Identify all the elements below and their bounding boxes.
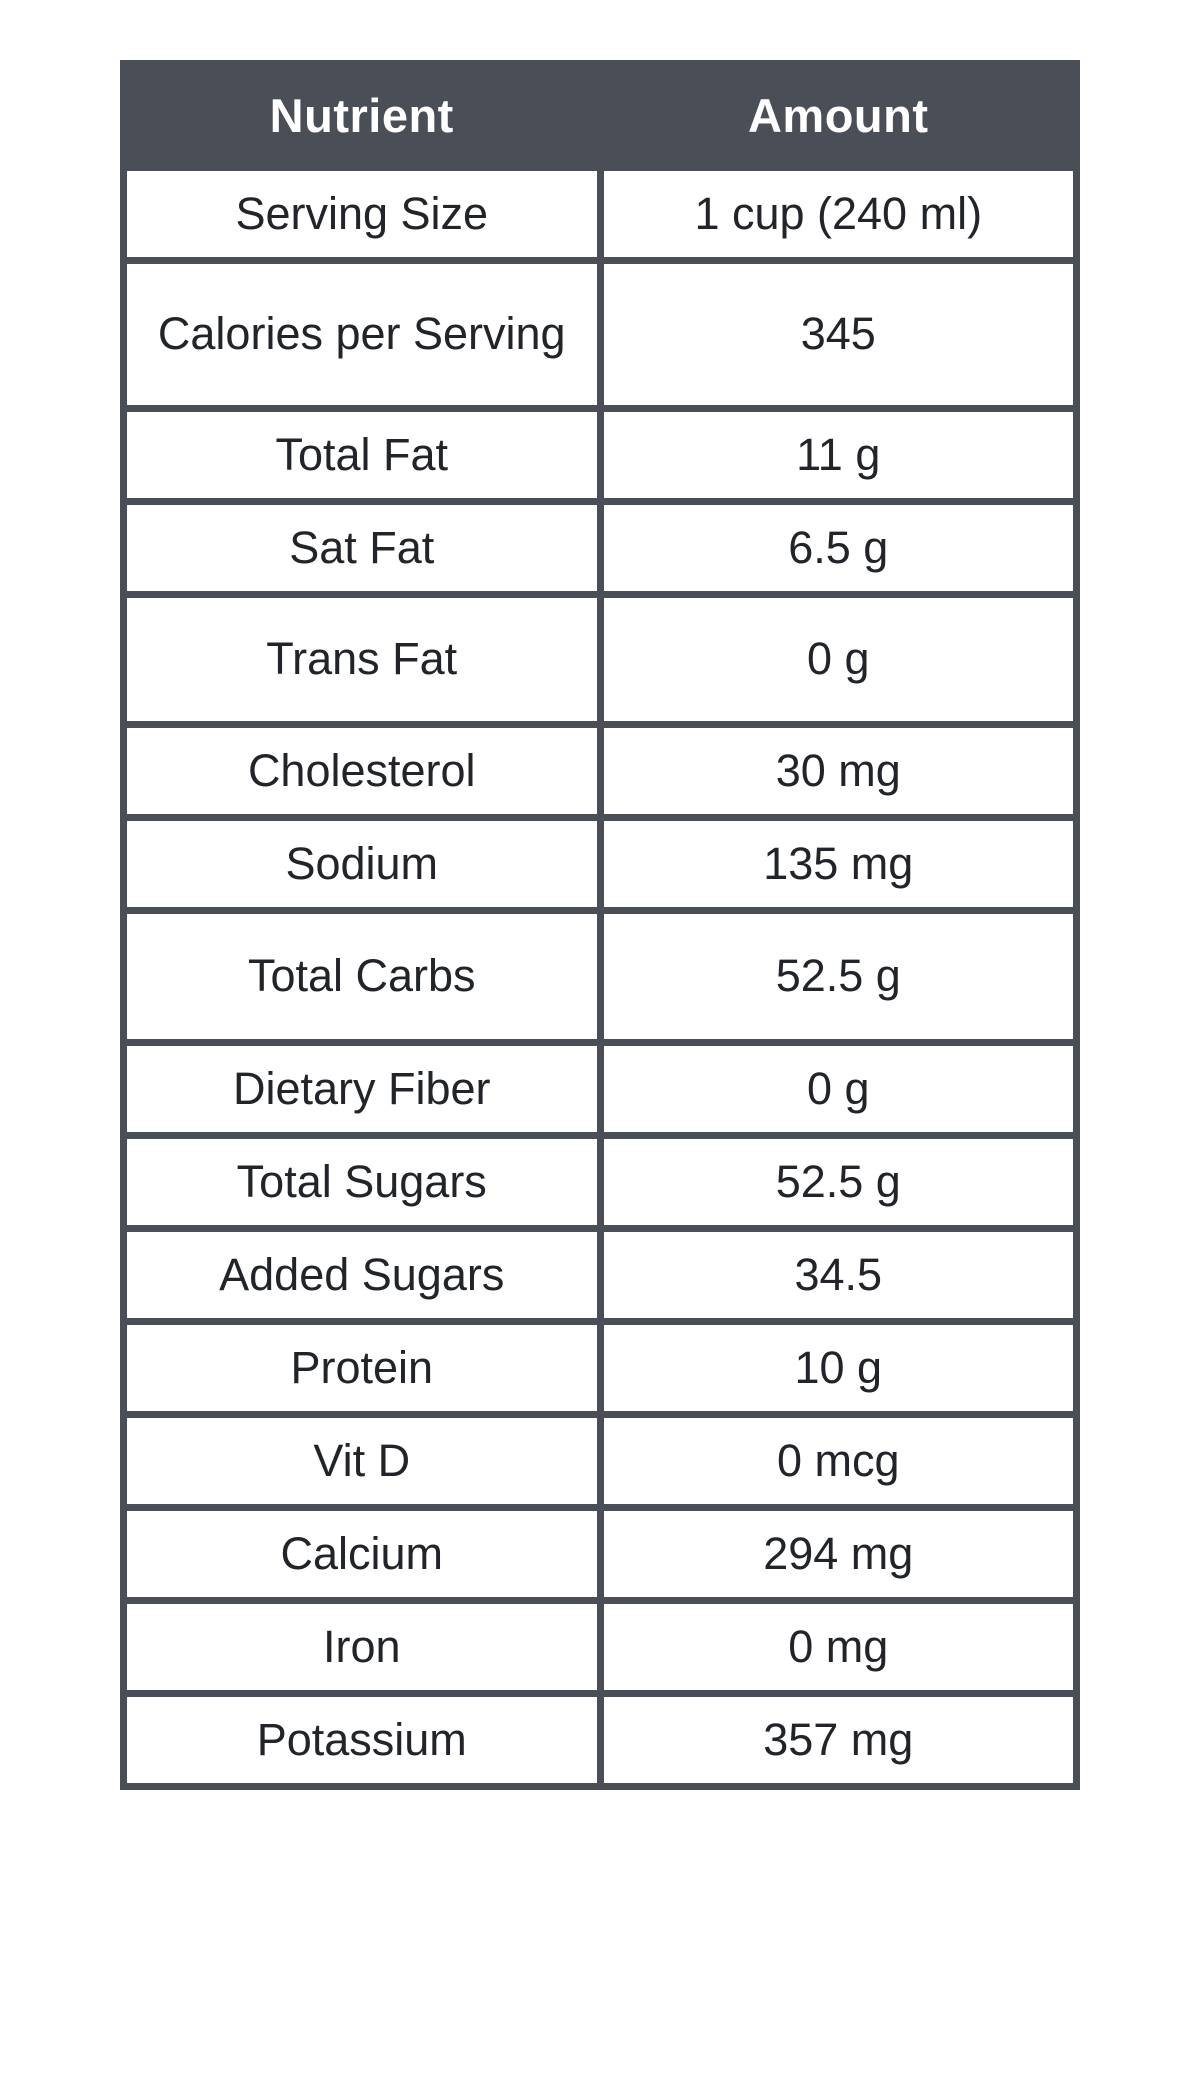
amount-cell: 11 g <box>596 405 1080 505</box>
table-row: Trans Fat 0 g <box>120 591 1080 728</box>
nutrition-table-body: Serving Size 1 cup (240 ml) Calories per S… <box>120 164 1080 1790</box>
amount-cell: 294 mg <box>596 1504 1080 1604</box>
nutrient-cell: Potassium <box>120 1690 604 1790</box>
nutrient-cell: Iron <box>120 1597 604 1697</box>
header-row: Nutrient Amount <box>120 60 1080 171</box>
amount-cell: 52.5 g <box>596 907 1080 1046</box>
table-row: Sat Fat 6.5 g <box>120 498 1080 598</box>
amount-cell: 10 g <box>596 1318 1080 1418</box>
nutrient-cell: Serving Size <box>120 164 604 264</box>
amount-cell: 34.5 <box>596 1225 1080 1325</box>
nutrient-cell: Total Sugars <box>120 1132 604 1232</box>
table-row: Potassium 357 mg <box>120 1690 1080 1790</box>
table-row: Protein 10 g <box>120 1318 1080 1418</box>
nutrient-cell: Cholesterol <box>120 721 604 821</box>
table-row: Calcium 294 mg <box>120 1504 1080 1604</box>
table-row: Total Carbs 52.5 g <box>120 907 1080 1046</box>
nutrient-cell: Total Fat <box>120 405 604 505</box>
amount-cell: 0 g <box>596 1039 1080 1139</box>
nutrient-cell: Protein <box>120 1318 604 1418</box>
table-row: Added Sugars 34.5 <box>120 1225 1080 1325</box>
table-row: Serving Size 1 cup (240 ml) <box>120 164 1080 264</box>
amount-cell: 30 mg <box>596 721 1080 821</box>
nutrient-column-header: Nutrient <box>120 60 604 171</box>
amount-cell: 135 mg <box>596 814 1080 914</box>
nutrition-table: Nutrient Amount Serving Size 1 cup (240 m… <box>120 60 1080 1790</box>
table-row: Dietary Fiber 0 g <box>120 1039 1080 1139</box>
amount-cell: 0 g <box>596 591 1080 728</box>
table-row: Cholesterol 30 mg <box>120 721 1080 821</box>
amount-cell: 357 mg <box>596 1690 1080 1790</box>
nutrient-cell: Sodium <box>120 814 604 914</box>
amount-cell: 345 <box>596 257 1080 412</box>
nutrient-cell: Added Sugars <box>120 1225 604 1325</box>
nutrient-cell: Sat Fat <box>120 498 604 598</box>
table-row: Sodium 135 mg <box>120 814 1080 914</box>
amount-cell: 0 mg <box>596 1597 1080 1697</box>
nutrient-cell: Total Carbs <box>120 907 604 1046</box>
nutrient-cell: Calcium <box>120 1504 604 1604</box>
nutrition-table-header: Nutrient Amount <box>120 60 1080 171</box>
nutrient-cell: Dietary Fiber <box>120 1039 604 1139</box>
amount-cell: 52.5 g <box>596 1132 1080 1232</box>
nutrient-cell: Vit D <box>120 1411 604 1511</box>
table-row: Calories per Serving 345 <box>120 257 1080 412</box>
table-row: Total Sugars 52.5 g <box>120 1132 1080 1232</box>
nutrient-cell: Trans Fat <box>120 591 604 728</box>
amount-cell: 6.5 g <box>596 498 1080 598</box>
table-row: Iron 0 mg <box>120 1597 1080 1697</box>
nutrient-cell: Calories per Serving <box>120 257 604 412</box>
amount-cell: 1 cup (240 ml) <box>596 164 1080 264</box>
table-row: Total Fat 11 g <box>120 405 1080 505</box>
amount-cell: 0 mcg <box>596 1411 1080 1511</box>
amount-column-header: Amount <box>596 60 1080 171</box>
